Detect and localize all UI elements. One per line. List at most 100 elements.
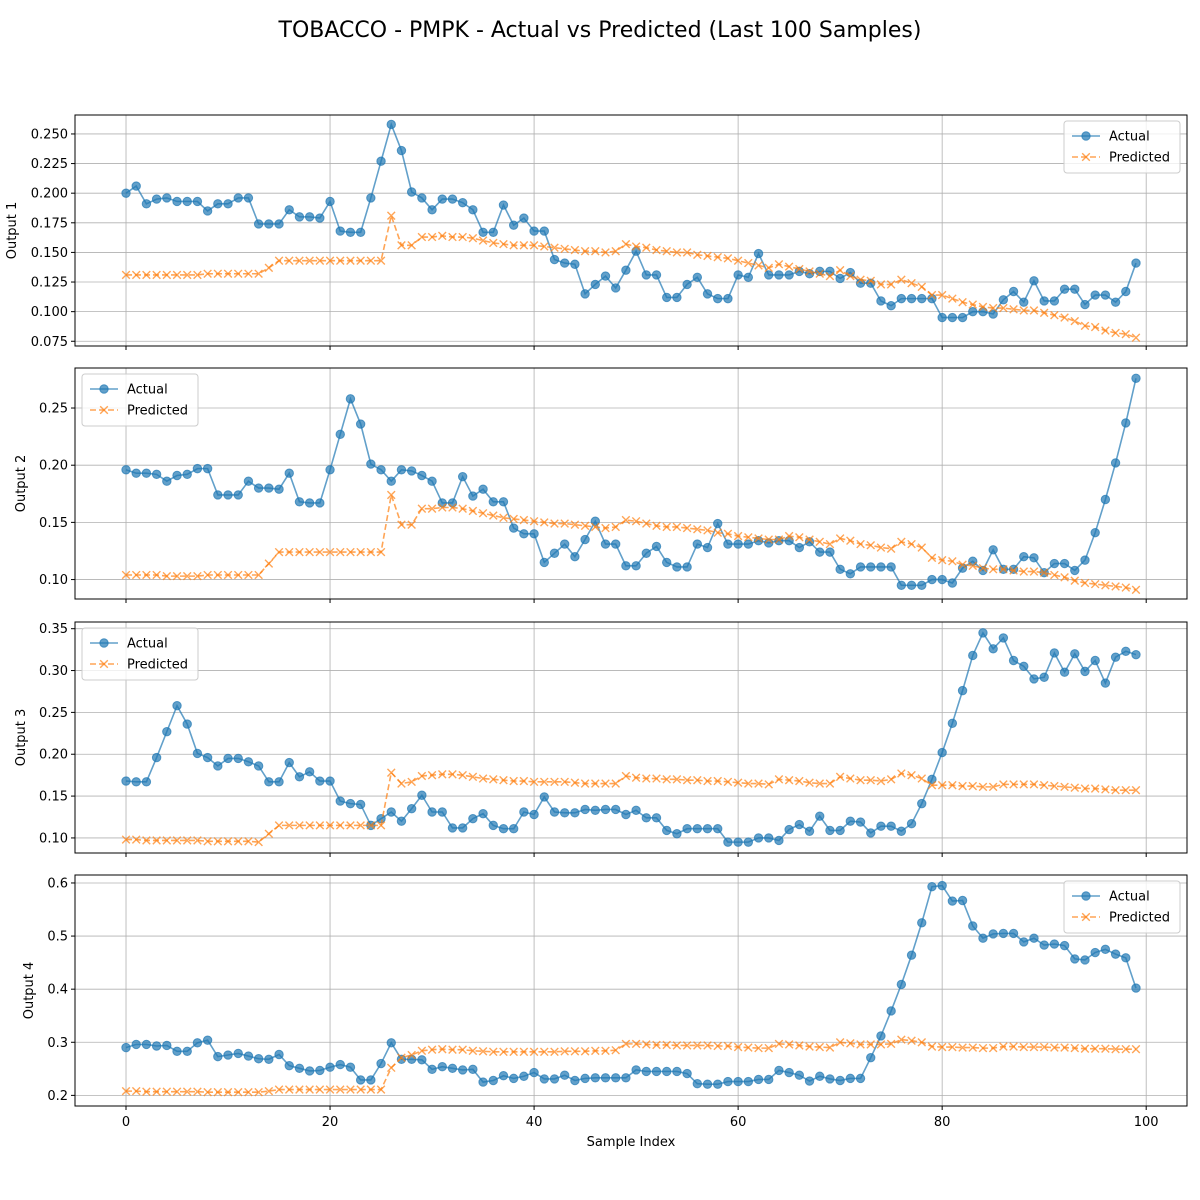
predicted-point — [468, 1046, 478, 1056]
actual-point — [172, 196, 182, 207]
actual-point — [886, 562, 896, 572]
actual-point — [580, 804, 590, 815]
predicted-point — [1121, 1044, 1131, 1054]
predicted-point — [733, 256, 743, 266]
predicted-point — [1131, 333, 1141, 343]
predicted-point — [193, 836, 202, 845]
actual-point — [968, 306, 978, 317]
predicted-point — [927, 290, 937, 300]
y-tick-label: 0.150 — [31, 246, 68, 261]
predicted-point — [458, 504, 467, 513]
actual-point — [692, 539, 703, 549]
actual-point — [519, 529, 529, 539]
actual-point — [284, 757, 294, 768]
actual-point — [498, 1071, 509, 1081]
predicted-point — [1131, 1044, 1141, 1054]
predicted-point — [652, 521, 661, 531]
predicted-point — [927, 1042, 937, 1051]
actual-point — [233, 1048, 243, 1059]
actual-point — [917, 798, 927, 809]
legend-marker-predicted — [99, 405, 109, 415]
predicted-point — [407, 241, 416, 250]
actual-point — [488, 820, 498, 831]
predicted-point — [131, 570, 141, 580]
predicted-point — [897, 275, 906, 284]
x-tick-label: 40 — [526, 1115, 543, 1130]
predicted-point — [305, 256, 314, 266]
actual-point — [1070, 284, 1080, 294]
predicted-point — [325, 547, 335, 557]
predicted-point — [570, 245, 580, 255]
actual-point — [264, 1054, 274, 1064]
predicted-point — [121, 570, 131, 580]
predicted-point — [305, 821, 314, 830]
predicted-point — [305, 547, 314, 557]
predicted-point — [662, 246, 672, 256]
predicted-point — [958, 781, 967, 791]
predicted-point — [182, 1087, 192, 1096]
actual-point — [1121, 286, 1131, 297]
actual-point — [202, 463, 213, 474]
actual-point — [151, 469, 162, 480]
actual-point — [672, 562, 682, 572]
predicted-point — [825, 539, 835, 549]
actual-point — [447, 194, 458, 204]
actual-point — [988, 309, 998, 319]
predicted-point — [1101, 580, 1110, 590]
predicted-point — [468, 233, 478, 243]
predicted-point — [499, 239, 508, 249]
actual-point — [1070, 565, 1080, 576]
legend: Actual Predicted — [1063, 120, 1181, 174]
predicted-point — [193, 571, 202, 581]
predicted-point — [366, 1085, 376, 1094]
actual-point — [1070, 649, 1080, 659]
predicted-point — [295, 256, 304, 266]
actual-point — [284, 1060, 294, 1071]
actual-point — [386, 476, 396, 486]
actual-point — [825, 547, 835, 557]
predicted-point — [744, 779, 753, 788]
actual-point — [866, 562, 876, 572]
actual-point — [264, 777, 274, 787]
predicted-point — [213, 1087, 223, 1097]
predicted-point — [876, 776, 886, 786]
predicted-point — [1039, 308, 1049, 318]
x-tick-label: 100 — [1134, 1115, 1159, 1130]
x-tick-label: 20 — [322, 1115, 339, 1130]
predicted-point — [784, 531, 794, 541]
predicted-point — [682, 248, 692, 257]
actual-point — [151, 1041, 162, 1051]
actual-point — [896, 979, 907, 990]
actual-point — [243, 1051, 254, 1061]
actual-point — [162, 726, 172, 737]
predicted-line — [126, 491, 1137, 591]
actual-point — [549, 548, 560, 558]
predicted-point — [723, 529, 733, 539]
actual-point — [325, 465, 335, 475]
actual-point — [692, 1078, 703, 1089]
predicted-point — [244, 570, 253, 580]
predicted-point — [233, 1087, 243, 1097]
predicted-point — [886, 1039, 896, 1049]
actual-point — [702, 542, 713, 553]
y-tick-label: 0.10 — [39, 573, 68, 588]
predicted-point — [468, 506, 478, 516]
predicted-point — [866, 1040, 876, 1049]
predicted-point — [366, 547, 376, 557]
actual-point — [141, 199, 152, 209]
actual-point — [468, 813, 478, 824]
predicted-point — [958, 560, 967, 569]
predicted-point — [703, 526, 712, 535]
actual-point — [1080, 955, 1090, 965]
predicted-point — [142, 1087, 151, 1096]
actual-point — [794, 819, 805, 830]
predicted-point — [805, 778, 814, 787]
actual-point — [529, 809, 539, 820]
predicted-point — [672, 248, 682, 257]
predicted-point — [601, 523, 610, 533]
predicted-point — [754, 534, 763, 543]
predicted-point — [223, 269, 233, 279]
predicted-point — [621, 239, 631, 249]
predicted-point — [550, 519, 559, 528]
actual-point — [294, 1063, 305, 1073]
